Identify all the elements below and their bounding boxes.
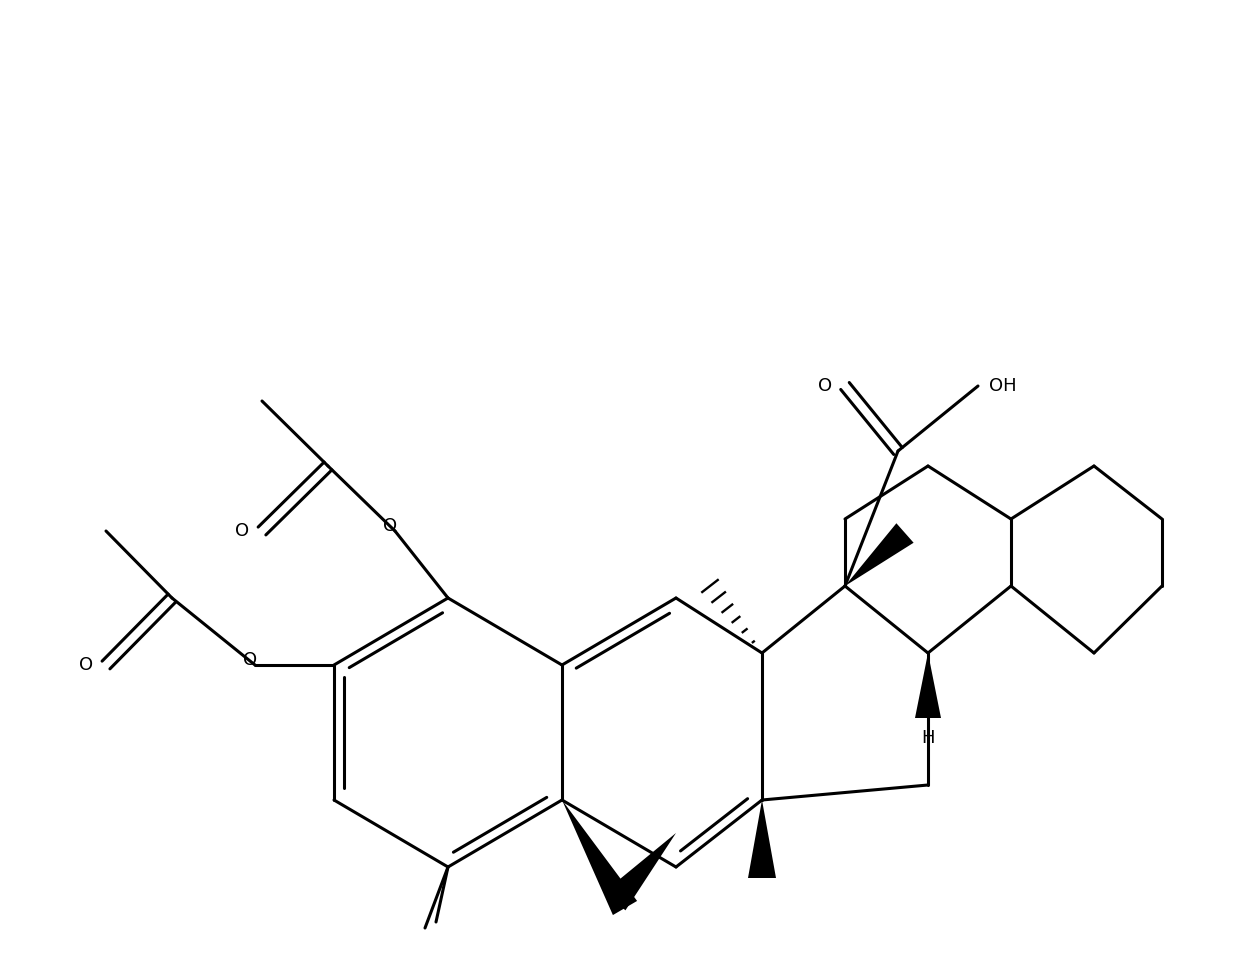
Polygon shape (604, 833, 676, 911)
Text: O: O (382, 517, 398, 535)
Polygon shape (562, 800, 637, 915)
Text: H: H (922, 729, 934, 747)
Polygon shape (845, 523, 914, 586)
Text: O: O (818, 377, 833, 395)
Text: OH: OH (989, 377, 1017, 395)
Text: O: O (243, 651, 257, 669)
Text: O: O (79, 656, 93, 674)
Text: O: O (234, 522, 250, 540)
Polygon shape (915, 653, 940, 718)
Polygon shape (747, 800, 776, 878)
